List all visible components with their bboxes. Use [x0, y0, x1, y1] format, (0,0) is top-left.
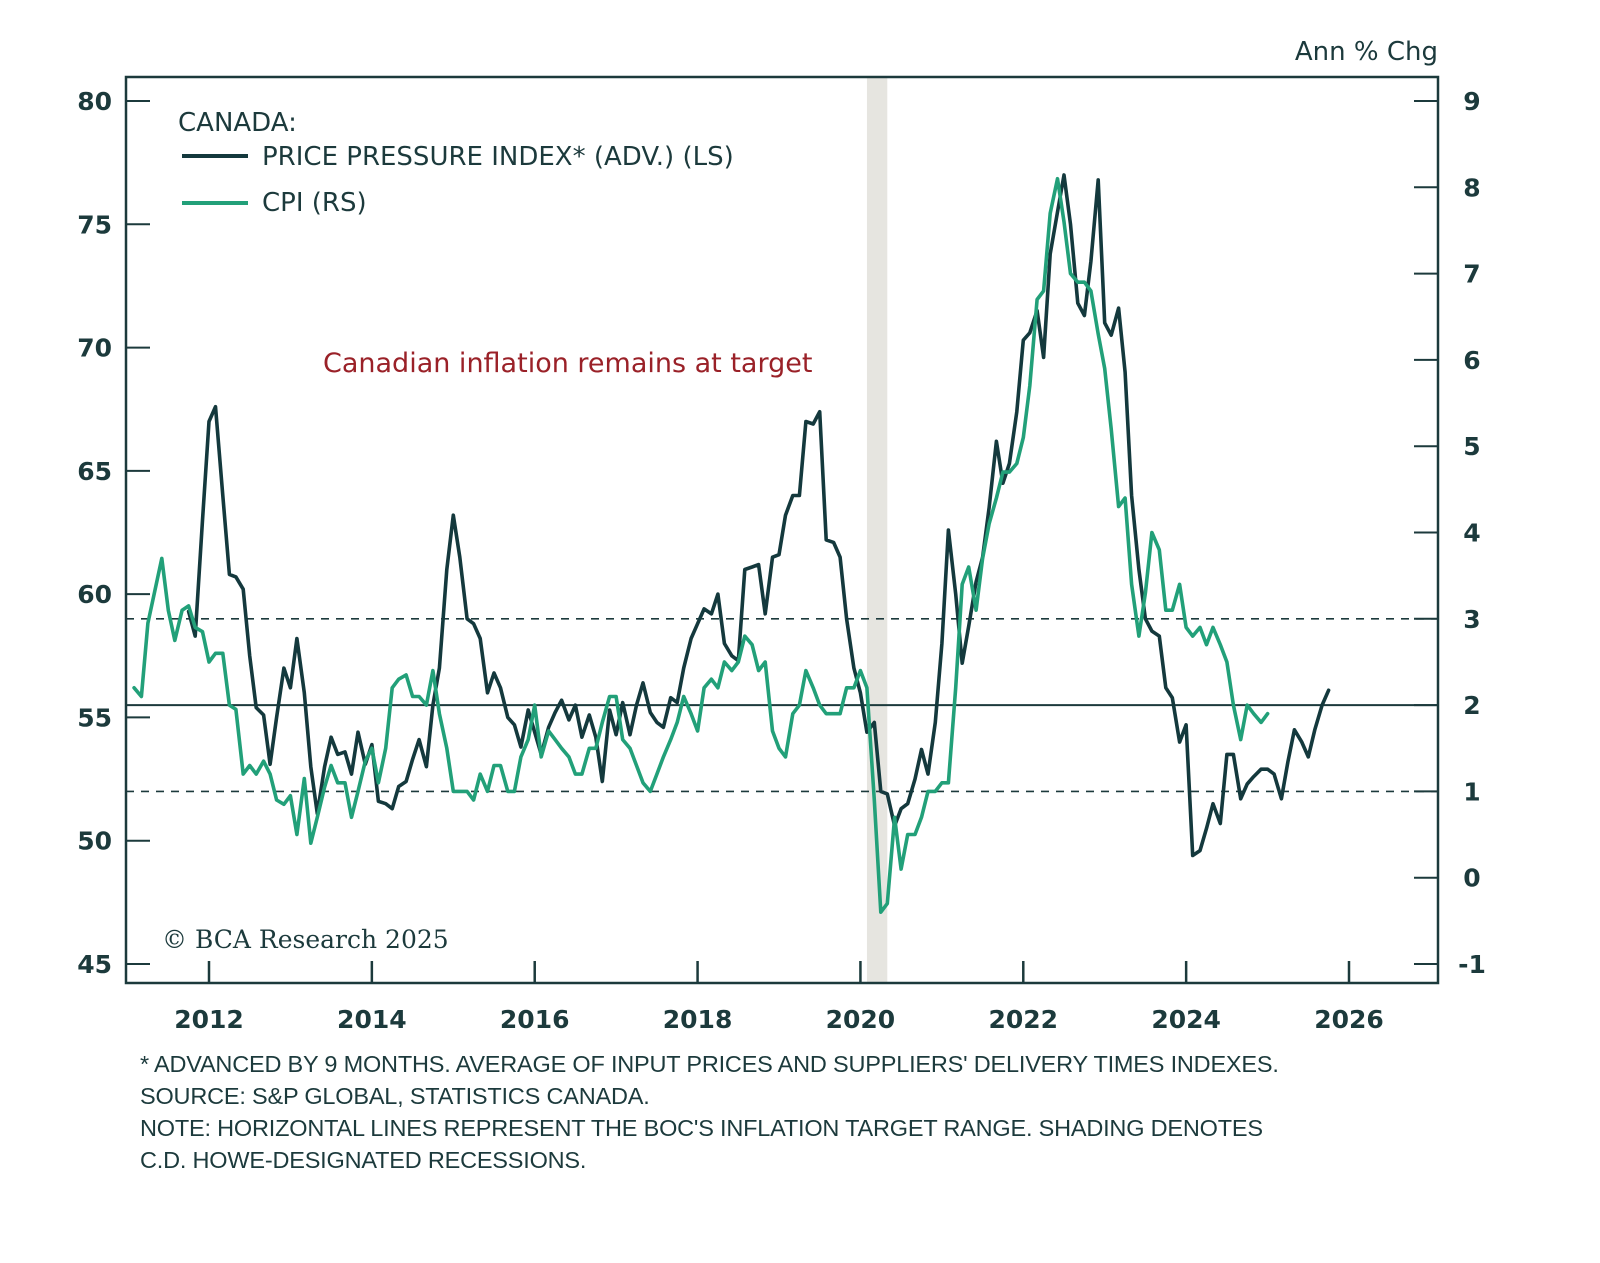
reference-lines	[126, 617, 1438, 793]
x-axis-tick-label: 2012	[174, 1005, 244, 1034]
right-axis-tick-label: 0	[1463, 864, 1480, 893]
right-axis-tick-label: 9	[1463, 87, 1480, 116]
footnotes: * ADVANCED BY 9 MONTHS. AVERAGE OF INPUT…	[140, 1048, 1460, 1176]
right-axis-tick-label: 5	[1463, 432, 1480, 461]
left-axis-tick-label: 80	[77, 87, 112, 116]
footnote-asterisk: * ADVANCED BY 9 MONTHS. AVERAGE OF INPUT…	[140, 1051, 1279, 1077]
left-axis-tick-label: 60	[77, 580, 112, 609]
left-axis-tick-label: 45	[77, 950, 112, 979]
right-axis-tick-label: 6	[1463, 346, 1480, 375]
right-axis-tick-label: -1	[1458, 950, 1486, 979]
right-axis-tick-label: 8	[1463, 173, 1480, 202]
right-axis: -1 0 1 2 3 4 5 6 7 8 9	[1414, 87, 1486, 979]
legend: CANADA: PRICE PRESSURE INDEX* (ADV.) (LS…	[178, 108, 734, 218]
left-axis-tick-label: 70	[77, 334, 112, 363]
chart-annotation: Canadian inflation remains at target	[323, 348, 812, 379]
footnote-note: NOTE: HORIZONTAL LINES REPRESENT THE BOC…	[140, 1115, 1263, 1141]
left-axis-tick-label: 75	[77, 210, 112, 239]
x-axis-tick-label: 2024	[1151, 1005, 1221, 1034]
right-axis-tick-label: 1	[1463, 777, 1480, 806]
series-line-cpi	[132, 176, 1270, 914]
x-axis-tick-label: 2014	[337, 1005, 407, 1034]
plot-frame	[124, 75, 1440, 985]
footnote-note-continued: C.D. HOWE-DESIGNATED RECESSIONS.	[140, 1147, 587, 1173]
legend-header: CANADA:	[178, 108, 297, 138]
right-axis-tick-label: 4	[1463, 519, 1480, 548]
x-axis-tick-label: 2016	[500, 1005, 570, 1034]
right-axis-tick-label: 7	[1463, 260, 1480, 289]
x-axis-tick-label: 2018	[663, 1005, 733, 1034]
left-axis: 45 50 55 60 65 70 75 80	[77, 87, 150, 979]
left-axis-tick-label: 55	[77, 703, 112, 732]
left-axis-tick-label: 65	[77, 457, 112, 486]
copyright-watermark: © BCA Research 2025	[162, 925, 449, 954]
legend-label-cpi: CPI (RS)	[262, 188, 367, 218]
right-axis-unit-label: Ann % Chg	[1295, 37, 1438, 67]
x-axis-tick-label: 2020	[826, 1005, 896, 1034]
series-layer	[132, 173, 1331, 914]
footnote-source: SOURCE: S&P GLOBAL, STATISTICS CANADA.	[140, 1083, 650, 1109]
series-line-price-pressure-index	[186, 173, 1331, 858]
x-axis-tick-label: 2026	[1314, 1005, 1384, 1034]
right-axis-tick-label: 2	[1463, 691, 1480, 720]
right-axis-tick-label: 3	[1463, 605, 1480, 634]
left-axis-tick-label: 50	[77, 827, 112, 856]
x-axis-tick-label: 2022	[988, 1005, 1058, 1034]
x-axis: 2012 2014 2016 2018 2020 2022 2024 2026	[174, 961, 1384, 1034]
legend-label-price-pressure: PRICE PRESSURE INDEX* (ADV.) (LS)	[262, 142, 734, 172]
